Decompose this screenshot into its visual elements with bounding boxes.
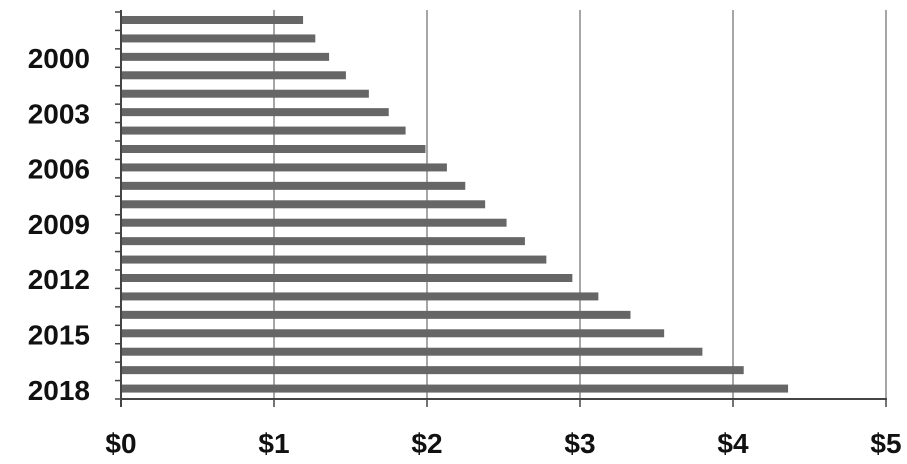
y-tick-label-2000: 2000 — [28, 43, 90, 74]
bar-2015 — [121, 329, 665, 338]
x-tick-label-4: $4 — [717, 428, 749, 459]
x-tick-label-5: $5 — [870, 428, 901, 459]
bar-2000 — [121, 52, 330, 61]
x-tick-label-0: $0 — [105, 428, 136, 459]
y-tick-label-2003: 2003 — [28, 98, 90, 129]
bar-2012 — [121, 274, 573, 282]
bars — [121, 16, 789, 393]
y-tick-label-2009: 2009 — [28, 209, 90, 240]
bar-2018 — [121, 384, 789, 393]
bar-2002 — [121, 89, 369, 98]
x-tick-label-3: $3 — [564, 428, 595, 459]
bar-2006 — [121, 163, 447, 172]
x-tick-label-1: $1 — [258, 428, 289, 459]
bar-1998 — [121, 16, 304, 24]
bar-2004 — [121, 126, 406, 135]
y-tick-label-2012: 2012 — [28, 264, 90, 295]
axes — [115, 10, 887, 407]
bar-2003 — [121, 108, 389, 117]
bar-2001 — [121, 71, 346, 80]
bar-2007 — [121, 181, 466, 190]
bar-2014 — [121, 310, 631, 319]
bar-2016 — [121, 347, 703, 356]
x-tick-label-2: $2 — [411, 428, 442, 459]
bar-2008 — [121, 200, 486, 209]
bar-2017 — [121, 366, 744, 375]
bar-2009 — [121, 218, 507, 227]
y-tick-label-2015: 2015 — [28, 320, 90, 351]
bar-2005 — [121, 145, 426, 153]
bar-2013 — [121, 292, 599, 301]
bar-2011 — [121, 255, 547, 264]
y-tick-label-2018: 2018 — [28, 375, 90, 406]
y-tick-label-2006: 2006 — [28, 154, 90, 185]
tick-labels: 2000 2003 2006 2009 2012 2015 2018 $0 $1 $2 $3 $4 $5 — [28, 43, 902, 459]
bar-2010 — [121, 237, 525, 246]
bar-1999 — [121, 34, 316, 43]
